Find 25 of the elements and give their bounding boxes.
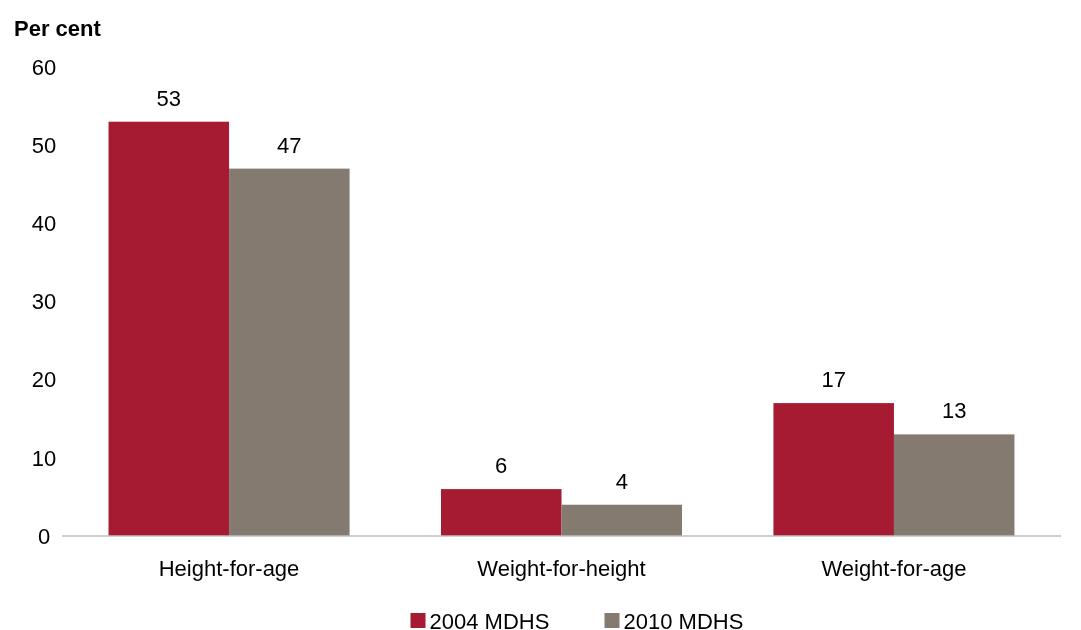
y-tick-label: 10 (31, 445, 57, 471)
data-label: 6 (495, 453, 508, 479)
bar (893, 434, 1015, 536)
y-axis-title: Per cent (14, 16, 102, 41)
data-label: 47 (277, 132, 302, 158)
bar (108, 121, 230, 536)
y-tick-label: 60 (31, 54, 57, 80)
y-tick-label: 0 (37, 523, 51, 549)
bar (229, 168, 350, 536)
x-tick-label: Height-for-age (158, 556, 300, 581)
y-tick-label: 50 (31, 132, 57, 158)
x-tick-label: Weight-for-height (477, 556, 646, 581)
data-label: 4 (615, 468, 628, 494)
x-tick-label: Weight-for-age (821, 556, 967, 581)
bar (561, 504, 683, 536)
bar (773, 403, 894, 536)
bar (440, 489, 562, 536)
y-tick-label: 20 (31, 367, 57, 393)
data-label: 53 (156, 85, 182, 111)
y-tick-label: 40 (31, 211, 57, 237)
legend-label: 2004 MDHS (429, 608, 550, 630)
data-label: 17 (821, 367, 846, 393)
y-tick-label: 30 (31, 289, 57, 315)
data-label: 13 (941, 398, 967, 424)
legend-label: 2010 MDHS (623, 608, 744, 630)
